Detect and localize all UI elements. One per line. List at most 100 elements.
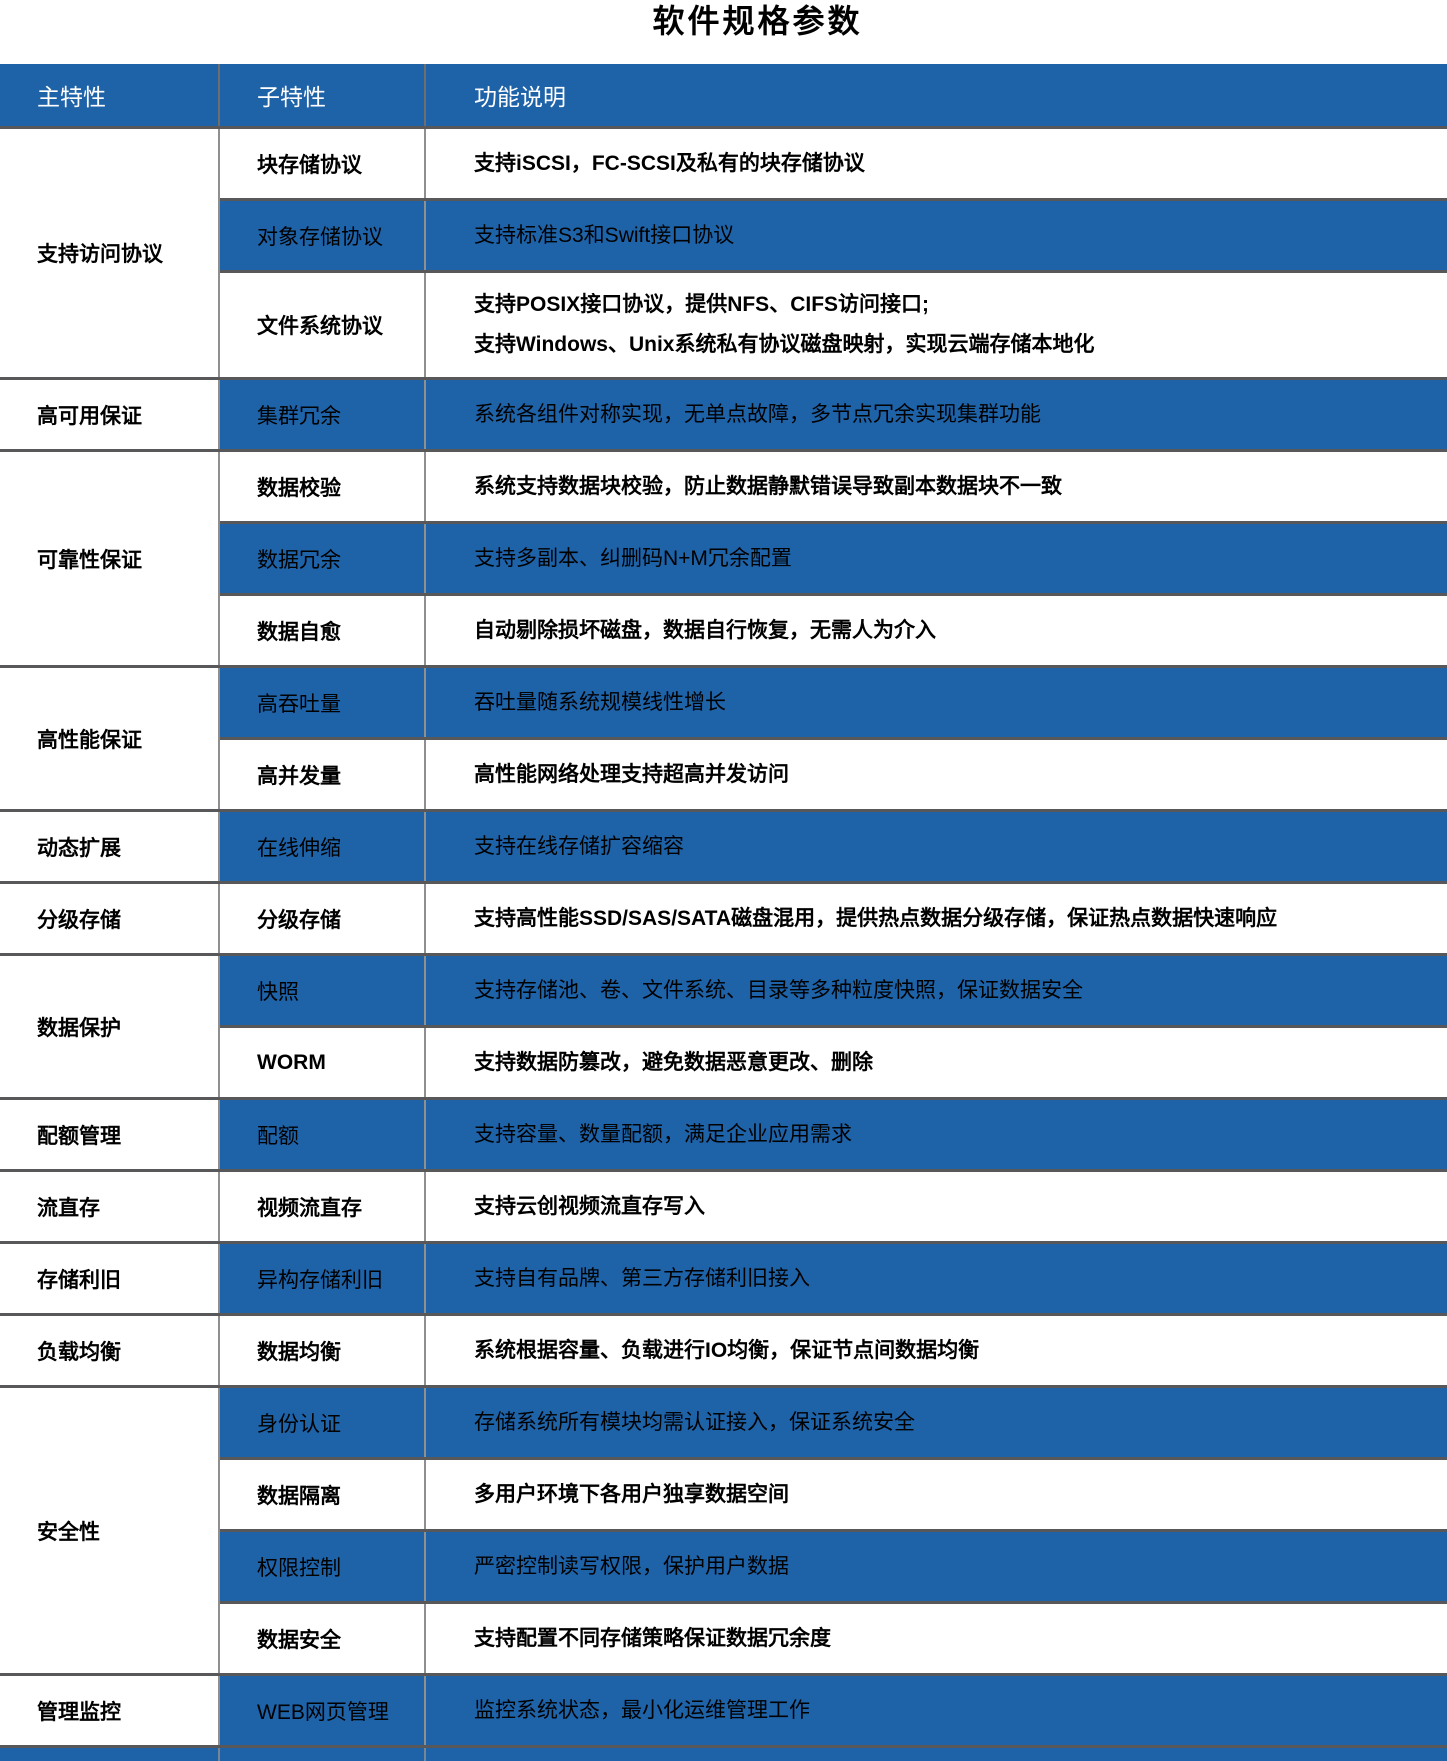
section-rows: 异构存储利旧 支持自有品牌、第三方存储利旧接入 — [220, 1244, 1447, 1313]
function-desc-cell: 严密控制读写权限，保护用户数据 — [426, 1532, 1447, 1601]
section-rows: 配额 支持容量、数量配额，满足企业应用需求 — [220, 1100, 1447, 1169]
table-row: 数据安全 支持配置不同存储策略保证数据冗余度 — [220, 1601, 1447, 1673]
sub-feature-cell: 数据安全 — [220, 1604, 426, 1673]
table-row: 配额 支持容量、数量配额，满足企业应用需求 — [220, 1100, 1447, 1169]
section-rows: 数据校验 系统支持数据块校验，防止数据静默错误导致副本数据块不一致数据冗余 支持多副… — [220, 452, 1447, 665]
function-desc-line: 系统支持数据块校验，防止数据静默错误导致副本数据块不一致 — [474, 474, 1062, 498]
sub-feature-label: 视频流直存 — [257, 1196, 362, 1220]
sub-feature-cell: 文件系统协议 — [220, 273, 426, 377]
table-row: 分级存储 支持高性能SSD/SAS/SATA磁盘混用，提供热点数据分级存储，保证热… — [220, 884, 1447, 953]
sub-feature-cell: 身份认证 — [220, 1388, 426, 1457]
title-bar: 软件规格参数 — [0, 0, 1447, 64]
function-desc-line: 吞吐量随系统规模线性增长 — [474, 690, 726, 714]
function-desc-line: 存储系统所有模块均需认证接入，保证系统安全 — [474, 1410, 915, 1434]
function-desc-line: 支持存储池、卷、文件系统、目录等多种粒度快照，保证数据安全 — [474, 978, 1083, 1002]
table-row: 数据均衡 系统根据容量、负载进行IO均衡，保证节点间数据均衡 — [220, 1316, 1447, 1385]
feature-section: 配额管理 配额 支持容量、数量配额，满足企业应用需求 — [0, 1097, 1447, 1169]
section-rows: 身份认证 存储系统所有模块均需认证接入，保证系统安全数据隔离 多用户环境下各用户独享… — [220, 1388, 1447, 1673]
sub-feature-label: 数据冗余 — [257, 548, 341, 572]
sub-feature-cell: 分级存储 — [220, 884, 426, 953]
sub-feature-label: 配额 — [257, 1124, 299, 1148]
section-rows: 集群冗余 系统各组件对称实现，无单点故障，多节点冗余实现集群功能 — [220, 380, 1447, 449]
sub-feature-label: 异构存储利旧 — [257, 1268, 383, 1292]
function-desc-cell: 支持存储池、卷、文件系统、目录等多种粒度快照，保证数据安全 — [426, 956, 1447, 1025]
function-desc-line: 支持iSCSI，FC-SCSI及私有的块存储协议 — [474, 151, 865, 175]
function-desc-cell: 支持数据防篡改，避免数据恶意更改、删除 — [426, 1028, 1447, 1097]
table-row: 权限控制 严密控制读写权限，保护用户数据 — [220, 1529, 1447, 1601]
sub-feature-label: 高并发量 — [257, 764, 341, 788]
table-row: 身份认证 存储系统所有模块均需认证接入，保证系统安全 — [220, 1388, 1447, 1457]
function-desc-line: 系统各组件对称实现，无单点故障，多节点冗余实现集群功能 — [474, 402, 1041, 426]
function-desc-cell: 支持在线存储扩容缩容 — [426, 812, 1447, 881]
function-desc-line: 支持Windows、Unix系统私有协议磁盘映射，实现云端存储本地化 — [474, 333, 1095, 356]
sub-feature-label: 快照 — [257, 980, 299, 1004]
function-desc-line: 支持多副本、纠删码N+M冗余配置 — [474, 546, 792, 570]
sub-feature-cell: 配额 — [220, 1100, 426, 1169]
main-feature-label: 流直存 — [37, 1196, 100, 1220]
main-feature-label: 支持访问协议 — [37, 243, 163, 266]
table-row: 异构存储利旧 支持自有品牌、第三方存储利旧接入 — [220, 1244, 1447, 1313]
main-feature-cell: 管理监控 — [0, 1676, 220, 1745]
main-feature-cell: 配额管理 — [0, 1100, 220, 1169]
function-desc-line: 支持自有品牌、第三方存储利旧接入 — [474, 1266, 810, 1290]
main-feature-cell: 支持访问协议 — [0, 129, 220, 377]
function-desc-line: 监控系统状态，最小化运维管理工作 — [474, 1698, 810, 1722]
table-row: 集群冗余 系统各组件对称实现，无单点故障，多节点冗余实现集群功能 — [220, 380, 1447, 449]
function-desc-line: 自动剔除损坏磁盘，数据自行恢复，无需人为介入 — [474, 618, 936, 642]
sub-feature-label: 对象存储协议 — [257, 225, 383, 249]
table-row: 数据自愈 自动剔除损坏磁盘，数据自行恢复，无需人为介入 — [220, 593, 1447, 665]
function-desc-cell: 监控系统状态，最小化运维管理工作 — [426, 1676, 1447, 1745]
section-rows: 块存储协议 支持iSCSI，FC-SCSI及私有的块存储协议 对象存储协议 支持标准S… — [220, 129, 1447, 377]
function-desc-line: 支持配置不同存储策略保证数据冗余度 — [474, 1626, 831, 1650]
feature-section: 可靠性保证 数据校验 系统支持数据块校验，防止数据静默错误导致副本数据块不一致数据冗… — [0, 449, 1447, 665]
main-feature-cell: 流直存 — [0, 1172, 220, 1241]
page-title: 软件规格参数 — [652, 3, 863, 39]
function-desc-cell: 支持多副本、纠删码N+M冗余配置 — [426, 524, 1447, 593]
section-rows: WEB网页管理 监控系统状态，最小化运维管理工作 — [220, 1676, 1447, 1745]
truncated-row — [0, 1745, 1447, 1761]
main-feature-label: 管理监控 — [37, 1700, 121, 1724]
sub-feature-label: 数据均衡 — [257, 1340, 341, 1364]
sub-feature-cell: 高吞吐量 — [220, 668, 426, 737]
sub-feature-cell: 高并发量 — [220, 740, 426, 809]
feature-section: 支持访问协议 块存储协议 支持iSCSI，FC-SCSI及私有的块存储协议 对象存储协… — [0, 126, 1447, 377]
feature-section: 流直存 视频流直存 支持云创视频流直存写入 — [0, 1169, 1447, 1241]
main-feature-label: 数据保护 — [37, 1016, 121, 1040]
function-desc-cell: 系统各组件对称实现，无单点故障，多节点冗余实现集群功能 — [426, 380, 1447, 449]
main-feature-cell: 安全性 — [0, 1388, 220, 1673]
table-row: 快照 支持存储池、卷、文件系统、目录等多种粒度快照，保证数据安全 — [220, 956, 1447, 1025]
section-rows: 数据均衡 系统根据容量、负载进行IO均衡，保证节点间数据均衡 — [220, 1316, 1447, 1385]
feature-section: 数据保护 快照 支持存储池、卷、文件系统、目录等多种粒度快照，保证数据安全 WORM 支… — [0, 953, 1447, 1097]
sub-feature-label: 数据自愈 — [257, 620, 341, 644]
main-feature-cell: 高性能保证 — [0, 668, 220, 809]
sub-feature-label: 分级存储 — [257, 908, 341, 932]
header-main-feature: 主特性 — [0, 64, 220, 126]
function-desc-line: 支持数据防篡改，避免数据恶意更改、删除 — [474, 1050, 873, 1074]
sub-feature-label: 身份认证 — [257, 1412, 341, 1436]
function-desc-cell: 支持POSIX接口协议，提供NFS、CIFS访问接口; 支持Windows、Uni… — [426, 273, 1447, 377]
table-row: WORM 支持数据防篡改，避免数据恶意更改、删除 — [220, 1025, 1447, 1097]
sub-feature-label: 数据校验 — [257, 476, 341, 500]
sub-feature-cell: WORM — [220, 1028, 426, 1097]
sub-feature-cell: 快照 — [220, 956, 426, 1025]
feature-section: 管理监控 WEB网页管理 监控系统状态，最小化运维管理工作 — [0, 1673, 1447, 1745]
sub-feature-label: 数据安全 — [257, 1628, 341, 1652]
function-desc-line: 高性能网络处理支持超高并发访问 — [474, 762, 789, 786]
sub-feature-cell: 权限控制 — [220, 1532, 426, 1601]
function-desc-cell: 支持容量、数量配额，满足企业应用需求 — [426, 1100, 1447, 1169]
sub-feature-label: 文件系统协议 — [257, 315, 383, 338]
section-rows: 分级存储 支持高性能SSD/SAS/SATA磁盘混用，提供热点数据分级存储，保证热… — [220, 884, 1447, 953]
sub-feature-cell: 数据冗余 — [220, 524, 426, 593]
function-desc-line: 多用户环境下各用户独享数据空间 — [474, 1482, 789, 1506]
main-feature-cell: 动态扩展 — [0, 812, 220, 881]
feature-section: 负载均衡 数据均衡 系统根据容量、负载进行IO均衡，保证节点间数据均衡 — [0, 1313, 1447, 1385]
main-feature-cell: 可靠性保证 — [0, 452, 220, 665]
function-desc-cell: 系统支持数据块校验，防止数据静默错误导致副本数据块不一致 — [426, 452, 1447, 521]
sub-feature-label: 权限控制 — [257, 1556, 341, 1580]
table-row: 数据隔离 多用户环境下各用户独享数据空间 — [220, 1457, 1447, 1529]
table-header: 主特性 子特性 功能说明 — [0, 64, 1447, 126]
sub-feature-label: 集群冗余 — [257, 404, 341, 428]
table-body: 支持访问协议 块存储协议 支持iSCSI，FC-SCSI及私有的块存储协议 对象存储协… — [0, 126, 1447, 1745]
sub-feature-cell: 集群冗余 — [220, 380, 426, 449]
